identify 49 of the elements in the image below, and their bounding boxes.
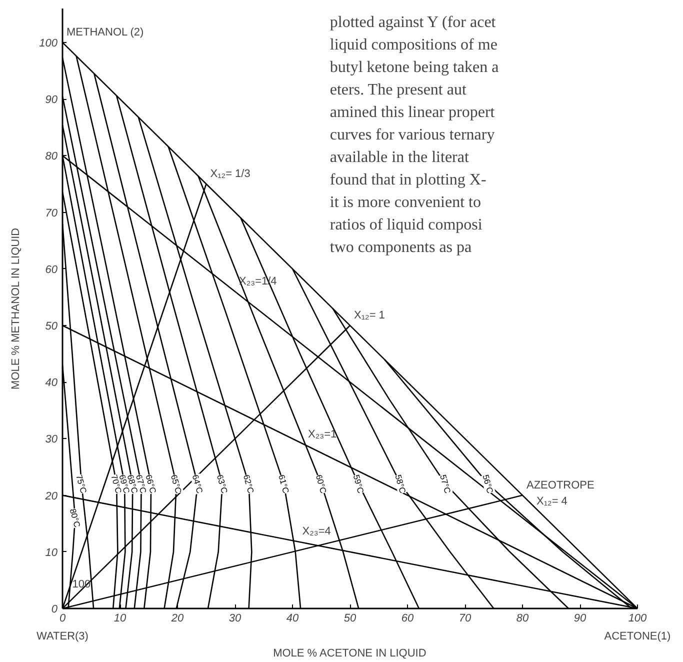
series-label: 63°C [214, 473, 230, 494]
annotation: curves for various ternary [330, 126, 495, 144]
y-tick-label: 40 [45, 377, 58, 390]
y-tick-label: 20 [44, 490, 58, 502]
annotation: amined this linear propert [330, 104, 496, 121]
y-tick-label: 30 [45, 434, 58, 446]
x-tick-label: 70 [458, 612, 472, 624]
x-tick-label: 40 [286, 612, 300, 624]
series-label: 60°C [314, 473, 329, 494]
annotation: WATER(3) [36, 630, 88, 642]
annotation: AZEOTROPE [526, 479, 594, 492]
y-axis-title: MOLE % METHANOL IN LIQUID [10, 228, 22, 390]
y-tick-label: 60 [45, 264, 58, 276]
annotation: found that in plotting X- [330, 172, 486, 188]
annotation: ACETONE(1) [604, 630, 671, 642]
x-tick-label: 0 [59, 612, 66, 624]
y-tick-label: 0 [51, 604, 58, 616]
annotation: X₂₃=4 [302, 526, 331, 538]
y-tick-label: 10 [45, 546, 58, 559]
y-tick-label: 50 [45, 320, 58, 332]
x-tick-label: 50 [344, 612, 357, 624]
x-tick-label: 10 [114, 612, 127, 624]
annotation: X₂₃=1 [308, 428, 337, 440]
annotation: liquid compositions of me [330, 36, 498, 54]
annotation: X₁₂= 1 [354, 309, 385, 322]
x-tick-label: 100 [628, 612, 648, 624]
annotation: X₁₂= 1/3 [210, 168, 250, 180]
series-label: 65°C [168, 473, 184, 494]
annotation: ratios of liquid composi [330, 216, 483, 234]
x-tick-label: 90 [574, 612, 587, 624]
annotation: X₁₂= 4 [536, 495, 568, 508]
y-tick-label: 80 [45, 150, 58, 163]
annotation: eters. The present aut [330, 82, 467, 98]
annotation: two components as pa [330, 239, 472, 256]
series-label: 80°C [68, 507, 83, 528]
annotation: butyl ketone being taken a [330, 59, 499, 76]
series-label: 62°C [241, 473, 256, 494]
x-axis-title: MOLE % ACETONE IN LIQUID [273, 648, 426, 660]
y-tick-label: 70 [45, 207, 58, 220]
annotation: METHANOL (2) [66, 26, 144, 38]
x-tick-label: 20 [170, 612, 184, 624]
annotation: available in the literat [330, 149, 470, 166]
annotation: it is more convenient to [330, 194, 481, 211]
annotation: plotted against Y (for acet [330, 14, 496, 31]
x-tick-label: 60 [401, 612, 414, 624]
x-tick-label: 30 [228, 612, 242, 624]
y-tick-label: 90 [45, 94, 58, 106]
x-tick-label: 80 [516, 612, 530, 624]
y-tick-label: 100 [39, 37, 58, 50]
